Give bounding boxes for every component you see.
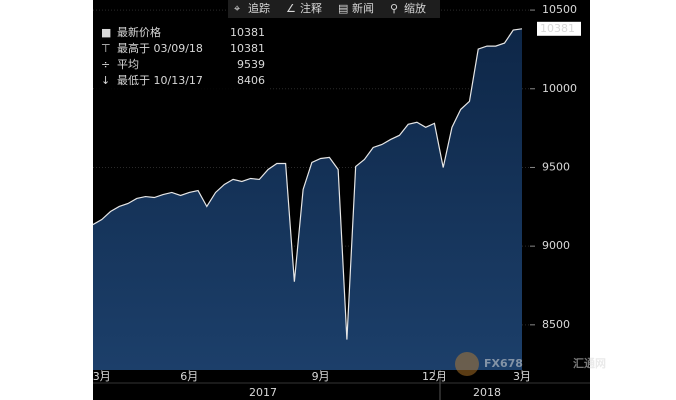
line xyxy=(92,28,523,340)
y-tick-label: 8500 xyxy=(542,318,570,331)
toolbar-icon: ⌖ xyxy=(234,2,240,15)
toolbar xyxy=(228,0,440,18)
year-label: 2017 xyxy=(249,386,277,399)
watermark-logo xyxy=(455,352,479,376)
x-tick-label: 6月 xyxy=(180,370,198,383)
area xyxy=(93,28,522,371)
last-value-label: 10381 xyxy=(540,22,575,35)
x-tick-label: 3月 xyxy=(513,370,531,383)
toolbar-button[interactable]: 注释 xyxy=(300,1,322,15)
legend-value: 10381 xyxy=(230,42,265,55)
year-label: 2018 xyxy=(473,386,501,399)
legend-box xyxy=(95,24,270,90)
legend-value: 9539 xyxy=(237,58,265,71)
legend-label: 平均 xyxy=(117,58,139,71)
legend-value: 10381 xyxy=(230,26,265,39)
legend-label: 最高于 03/09/18 xyxy=(117,41,203,55)
legend-label: 最新价格 xyxy=(117,25,161,39)
toolbar-button[interactable]: 缩放 xyxy=(404,1,426,15)
toolbar-button[interactable]: 新闻 xyxy=(352,1,374,15)
watermark: FX678 xyxy=(484,357,523,370)
last-value-box xyxy=(537,21,581,36)
x-tick-label: 9月 xyxy=(312,370,330,383)
legend-value: 8406 xyxy=(237,74,265,87)
legend-label: 最低于 10/13/17 xyxy=(117,74,203,87)
y-tick-label: 9000 xyxy=(542,239,570,252)
x-tick-label: 3月 xyxy=(93,370,111,383)
legend-icon: ↓ xyxy=(101,74,110,87)
legend-icon: ■ xyxy=(101,26,111,39)
toolbar-icon: ∠ xyxy=(286,2,296,15)
toolbar-button[interactable]: 追踪 xyxy=(248,1,270,15)
y-tick-label: 10500 xyxy=(542,3,577,16)
y-tick-label: 10000 xyxy=(542,82,577,95)
toolbar-icon: ▤ xyxy=(338,2,348,15)
x-tick-label: 12月 xyxy=(422,370,447,383)
legend-icon: ⊤ xyxy=(101,42,111,55)
legend-icon: ÷ xyxy=(101,58,110,71)
toolbar-icon: ⚲ xyxy=(390,2,398,15)
y-tick-label: 9500 xyxy=(542,160,570,173)
watermark: 汇通网 xyxy=(573,357,606,370)
